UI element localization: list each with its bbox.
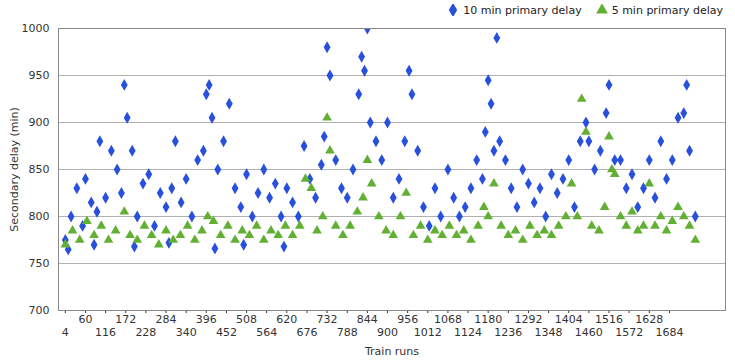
svg-text:Train runs: Train runs	[364, 345, 419, 358]
svg-text:1292: 1292	[514, 313, 542, 326]
html-text:5 min primary delay: 5 min primary delay	[611, 3, 723, 17]
svg-text:1236: 1236	[494, 326, 522, 339]
svg-text:850: 850	[29, 163, 50, 176]
svg-text:340: 340	[176, 326, 197, 339]
svg-text:1404: 1404	[555, 313, 583, 326]
svg-text:956: 956	[397, 313, 418, 326]
svg-text:284: 284	[156, 313, 177, 326]
svg-text:1460: 1460	[575, 326, 603, 339]
html-text:10 min primary delay: 10 min primary delay	[463, 3, 582, 17]
svg-text:1124: 1124	[454, 326, 482, 339]
svg-text:1572: 1572	[615, 326, 643, 339]
svg-text:620: 620	[276, 313, 297, 326]
svg-text:1348: 1348	[535, 326, 563, 339]
svg-text:1012: 1012	[414, 326, 442, 339]
svg-text:788: 788	[337, 326, 358, 339]
svg-text:396: 396	[196, 313, 217, 326]
svg-text:1068: 1068	[434, 313, 462, 326]
svg-text:900: 900	[377, 326, 398, 339]
svg-text:1000: 1000	[22, 22, 50, 35]
svg-text:1180: 1180	[474, 313, 502, 326]
svg-text:172: 172	[115, 313, 136, 326]
svg-text:Secondary delay (min): Secondary delay (min)	[8, 107, 21, 232]
svg-text:844: 844	[357, 313, 378, 326]
svg-text:116: 116	[95, 326, 116, 339]
svg-text:564: 564	[256, 326, 277, 339]
svg-text:750: 750	[29, 257, 50, 270]
svg-text:1628: 1628	[635, 313, 663, 326]
svg-text:228: 228	[135, 326, 156, 339]
svg-text:452: 452	[216, 326, 237, 339]
svg-text:508: 508	[236, 313, 257, 326]
svg-text:732: 732	[317, 313, 338, 326]
svg-text:1684: 1684	[655, 326, 683, 339]
svg-text:800: 800	[29, 210, 50, 223]
svg-text:950: 950	[29, 69, 50, 82]
svg-text:60: 60	[78, 313, 92, 326]
svg-text:700: 700	[29, 304, 50, 317]
svg-text:676: 676	[296, 326, 317, 339]
svg-text:900: 900	[29, 116, 50, 129]
svg-text:4: 4	[62, 326, 69, 339]
svg-text:1516: 1516	[595, 313, 623, 326]
